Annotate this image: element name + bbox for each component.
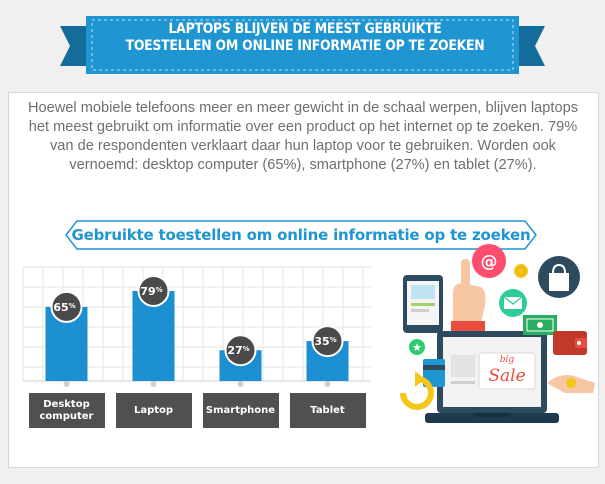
svg-text:big: big — [500, 355, 515, 365]
email-at-icon: @ — [472, 244, 506, 278]
shopping-bag-icon — [538, 256, 580, 298]
value-bubble-2: 79% — [137, 274, 170, 307]
money-bill-icon — [523, 315, 557, 335]
chart-heading-frame — [65, 220, 537, 250]
category-label-2: Laptop — [115, 393, 192, 428]
value-bubble-3: 27% — [224, 334, 257, 367]
category-label-3: Smartphone — [202, 393, 279, 428]
intro-paragraph: Hoewel mobiele telefoons meer en meer ge… — [27, 100, 578, 173]
banner-title: LAPTOPS BLIJVEN DE MEEST GEBRUIKTE TOEST… — [125, 21, 485, 54]
header-banner: LAPTOPS BLIJVEN DE MEEST GEBRUIKTE TOEST… — [0, 0, 605, 80]
coin-icon — [566, 378, 576, 388]
refresh-arrow-icon — [400, 371, 434, 410]
coin-icon — [514, 264, 528, 278]
bar-chart: 65% 79% 27% 35% Desktop computer Laptop Smart… — [21, 259, 376, 464]
value-label-4: 35% — [314, 335, 336, 348]
value-bubble-1: 65% — [50, 290, 83, 323]
axis-tick-dot — [63, 381, 70, 387]
value-bubble-4: 35% — [311, 325, 344, 358]
axis-tick-dot — [324, 381, 331, 387]
content-card: Hoewel mobiele telefoons meer en meer ge… — [8, 92, 599, 468]
banner-ribbon-shape — [60, 16, 545, 74]
chart-heading: Gebruikte toestellen om online informati… — [65, 220, 537, 250]
category-label-1: Desktop computer — [28, 393, 105, 428]
envelope-icon — [499, 289, 527, 317]
bar-chart-svg: 65% 79% 27% 35% — [22, 266, 371, 387]
wallet-icon — [553, 331, 587, 355]
axis-tick-dot — [150, 381, 157, 387]
value-label-1: 65% — [53, 301, 75, 314]
sale-tag-icon: big Sale — [478, 352, 536, 390]
value-label-2: 79% — [140, 285, 162, 298]
axis-tick-dot — [237, 381, 244, 387]
value-label-3: 27% — [227, 344, 249, 357]
pointing-hand-icon — [451, 259, 486, 331]
svg-text:★: ★ — [412, 341, 422, 354]
svg-text:Sale: Sale — [488, 366, 525, 386]
online-shopping-illustration: big Sale @ — [400, 244, 595, 423]
credit-card-icon — [423, 359, 445, 387]
category-label-4: Tablet — [289, 393, 366, 428]
svg-text:@: @ — [481, 252, 498, 272]
chart-heading-text: Gebruikte toestellen om online informati… — [71, 226, 531, 244]
star-icon: ★ — [409, 339, 425, 355]
tablet-icon — [403, 275, 443, 333]
